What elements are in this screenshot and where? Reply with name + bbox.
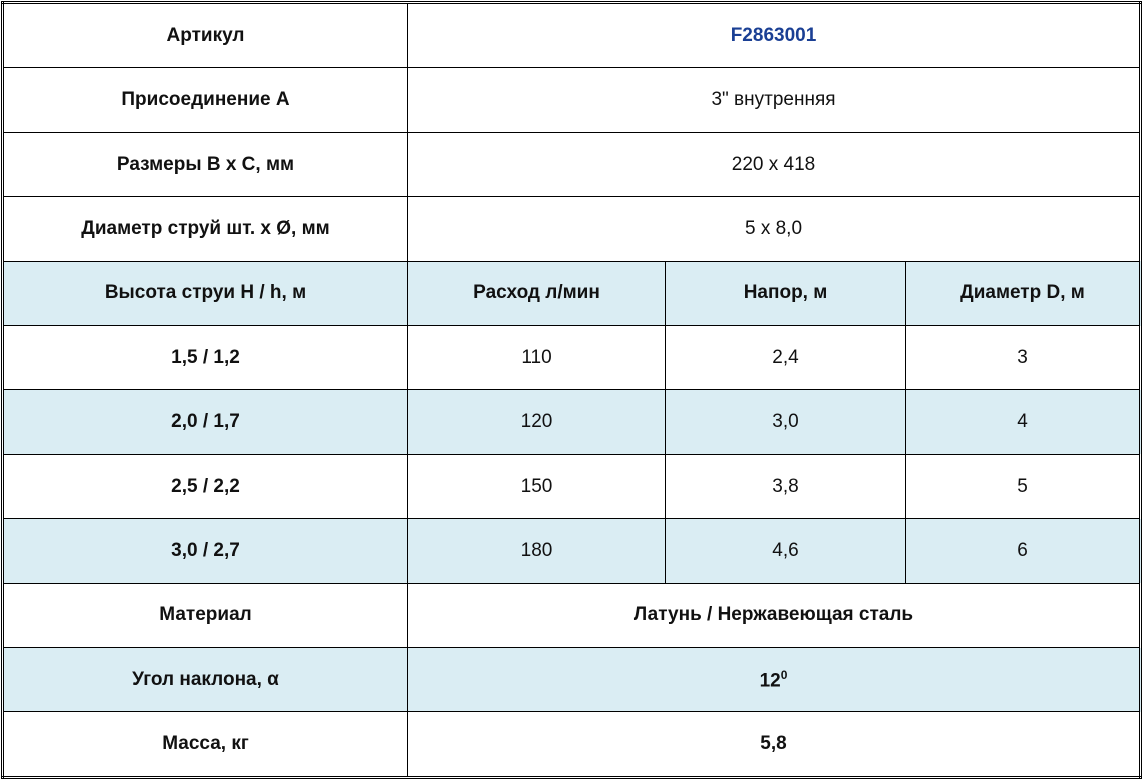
spec-label: Материал: [2, 582, 408, 649]
cell: 6: [905, 518, 1141, 584]
column-header: Диаметр D, м: [905, 260, 1141, 327]
spec-row-jets: Диаметр струй шт. х Ø, мм 5 х 8,0: [2, 196, 1141, 262]
spec-value: 220 х 418: [407, 131, 1141, 198]
spec-value: 3" внутренняя: [407, 67, 1141, 133]
cell: 2,4: [665, 325, 906, 391]
column-header: Напор, м: [665, 260, 906, 327]
spec-row-dimensions: Размеры B x C, мм 220 х 418: [2, 131, 1141, 198]
spec-row-angle: Угол наклона, α 120: [2, 647, 1141, 713]
spec-value: 5,8: [407, 711, 1141, 778]
cell: 5: [905, 453, 1141, 520]
cell: 120: [407, 389, 666, 455]
performance-header-row: Высота струи H / h, м Расход л/мин Напор…: [2, 260, 1141, 327]
cell: 180: [407, 518, 666, 584]
cell: 4: [905, 389, 1141, 455]
cell: 150: [407, 453, 666, 520]
column-header: Высота струи H / h, м: [2, 260, 408, 327]
spec-row-connection: Присоединение А 3" внутренняя: [2, 67, 1141, 133]
cell: 4,6: [665, 518, 906, 584]
spec-row-article: Артикул F2863001: [2, 1, 1141, 69]
cell: 3,8: [665, 453, 906, 520]
spec-label: Угол наклона, α: [2, 647, 408, 713]
spec-value: Латунь / Нержавеющая сталь: [407, 582, 1141, 649]
cell: 3,0 / 2,7: [2, 518, 408, 584]
spec-label: Артикул: [2, 1, 408, 69]
spec-value: 120: [407, 647, 1141, 713]
table-row: 2,0 / 1,7 120 3,0 4: [2, 389, 1141, 455]
cell: 110: [407, 325, 666, 391]
spec-label: Масса, кг: [2, 711, 408, 778]
spec-label: Присоединение А: [2, 67, 408, 133]
cell: 1,5 / 1,2: [2, 325, 408, 391]
spec-row-material: Материал Латунь / Нержавеющая сталь: [2, 582, 1141, 649]
table-row: 1,5 / 1,2 110 2,4 3: [2, 325, 1141, 391]
cell: 2,5 / 2,2: [2, 453, 408, 520]
spec-row-mass: Масса, кг 5,8: [2, 711, 1141, 778]
table-row: 2,5 / 2,2 150 3,8 5: [2, 453, 1141, 520]
spec-value: 5 х 8,0: [407, 196, 1141, 262]
degree-superscript: 0: [780, 667, 788, 682]
cell: 2,0 / 1,7: [2, 389, 408, 455]
cell: 3,0: [665, 389, 906, 455]
column-header: Расход л/мин: [407, 260, 666, 327]
cell: 3: [905, 325, 1141, 391]
table-row: 3,0 / 2,7 180 4,6 6: [2, 518, 1141, 584]
spec-label: Диаметр струй шт. х Ø, мм: [2, 196, 408, 262]
spec-label: Размеры B x C, мм: [2, 131, 408, 198]
angle-value: 12: [759, 669, 781, 691]
article-number: F2863001: [407, 1, 1141, 69]
